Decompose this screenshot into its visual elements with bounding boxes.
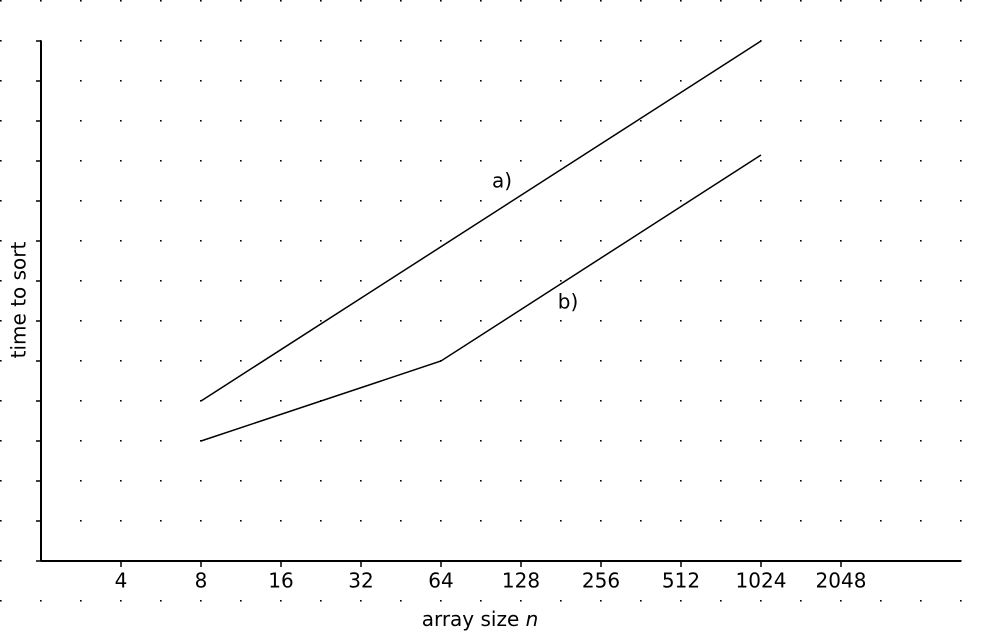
x-axis-label-text: array size — [422, 607, 520, 631]
x-tick-label: 16 — [268, 569, 293, 593]
y-axis-label: time to sort — [7, 241, 31, 358]
x-tick-label: 512 — [662, 569, 700, 593]
series-label: a) — [492, 169, 512, 193]
series-line — [200, 40, 762, 402]
x-axis-label-var: n — [526, 607, 539, 631]
x-tick-label: 128 — [502, 569, 540, 593]
series-line — [200, 154, 762, 442]
x-tick-label: 256 — [582, 569, 620, 593]
x-tick-label: 1024 — [736, 569, 787, 593]
x-tick-label: 8 — [195, 569, 208, 593]
x-tick-label: 64 — [428, 569, 453, 593]
x-axis-label: array size n — [422, 607, 539, 631]
x-tick-label: 32 — [348, 569, 373, 593]
x-tick-label: 2048 — [816, 569, 867, 593]
series-label: b) — [558, 290, 579, 314]
x-tick-label: 4 — [115, 569, 128, 593]
